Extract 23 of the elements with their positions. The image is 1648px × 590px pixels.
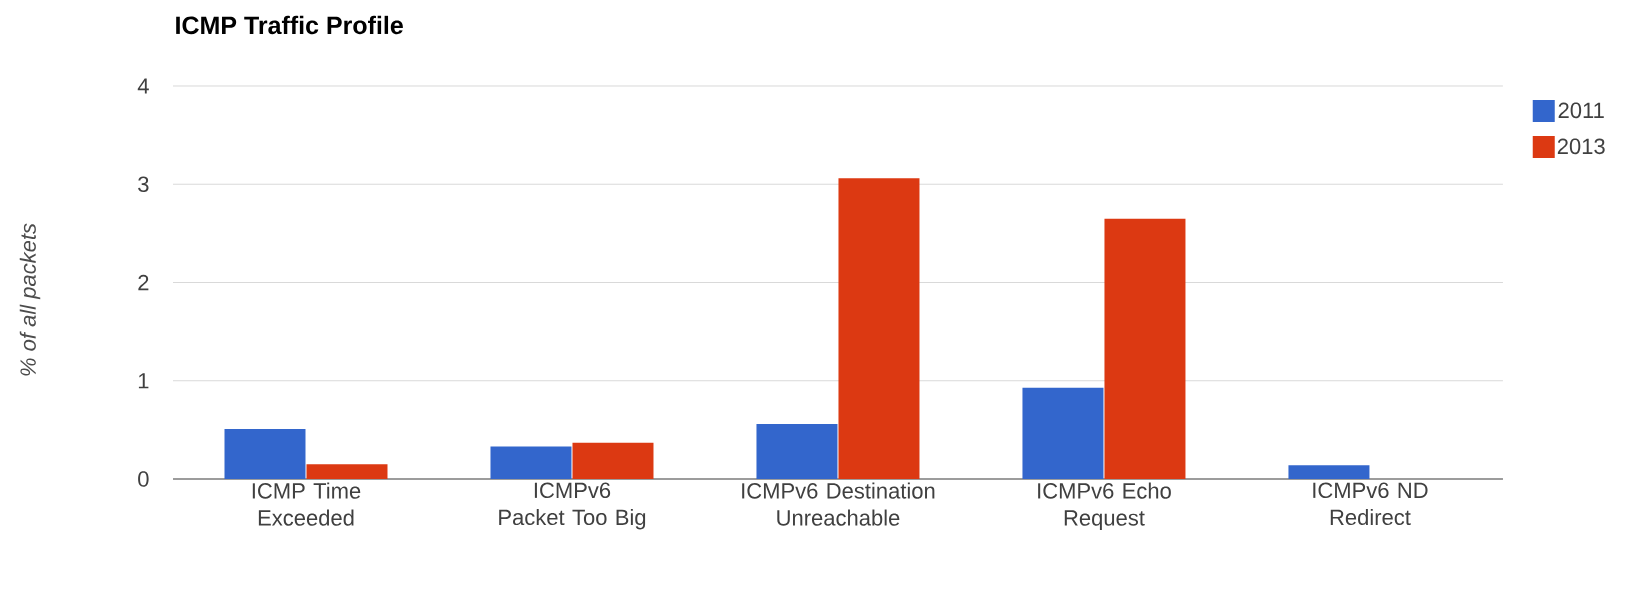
x-tick-label: ICMPv6 Destination Unreachable [742,482,935,526]
y-tick-label: 3 [138,176,149,193]
x-tick-label: ICMPv6 ND Redirect [1313,482,1428,526]
bar [572,442,654,479]
y-tick-label: 1 [138,373,149,389]
y-tick-label: 2 [138,274,149,291]
bar [490,446,572,479]
bar [838,178,920,479]
legend-label: 2013 [1557,138,1605,155]
bar [224,428,306,479]
bar [1288,465,1370,479]
chart-title: ICMP Traffic Profile [176,15,403,35]
y-tick-label: 4 [137,78,149,94]
y-axis-title: % of all packets [19,223,41,376]
x-tick-label: ICMPv6 Echo Request [1038,482,1171,531]
legend-label: 2011 [1558,102,1604,119]
x-tick-label: ICMP Time Exceeded [252,482,361,526]
bar [1022,387,1104,479]
bar [1104,218,1186,479]
x-tick-label: ICMPv6 Packet Too Big [499,482,646,530]
bar [756,423,838,479]
bar [306,464,388,479]
y-tick-label: 0 [138,471,149,487]
